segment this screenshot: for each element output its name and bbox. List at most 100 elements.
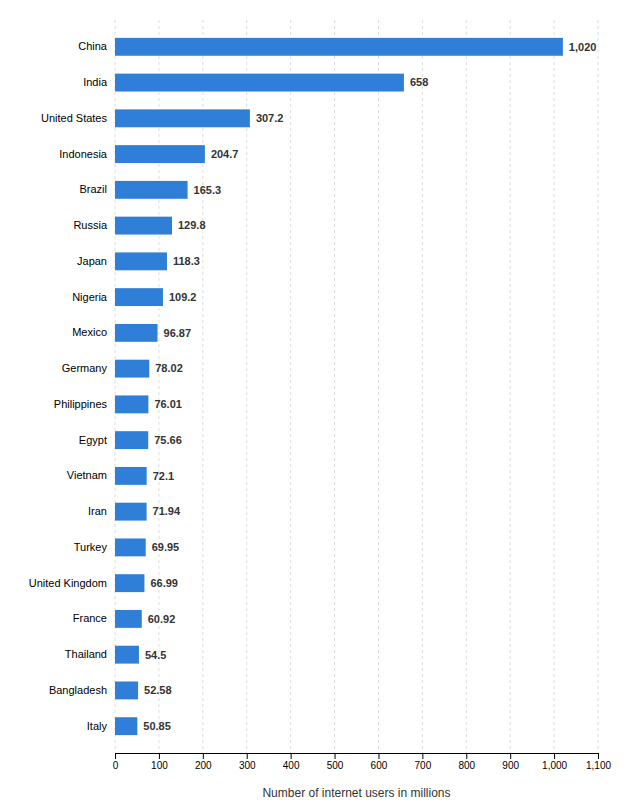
y-tick-label: Italy <box>87 720 108 732</box>
y-tick-label: Egypt <box>79 434 107 446</box>
grid-line <box>246 20 247 753</box>
y-tick-label: Japan <box>77 255 107 267</box>
data-label: 204.7 <box>211 148 239 160</box>
y-tick-label: Indonesia <box>59 148 108 160</box>
data-label: 129.8 <box>178 219 206 231</box>
x-tick: 500 <box>327 753 344 771</box>
plot: 01002003004005006007008009001,0001,100It… <box>29 20 612 771</box>
grid-line <box>378 20 379 753</box>
data-label: 165.3 <box>194 184 222 196</box>
data-label: 78.02 <box>155 362 183 374</box>
y-tick: Nigeria <box>72 291 108 303</box>
y-tick-label: France <box>73 612 107 624</box>
y-tick: Indonesia <box>59 148 108 160</box>
y-tick: Brazil <box>79 183 107 195</box>
x-tick-mark <box>554 753 555 759</box>
bars <box>115 38 563 735</box>
y-tick-label: Nigeria <box>72 291 108 303</box>
grid-line <box>158 20 159 753</box>
y-tick-label: United States <box>41 112 108 124</box>
data-label: 76.01 <box>154 398 182 410</box>
data-label: 658 <box>410 76 428 88</box>
y-tick-label: Iran <box>88 505 107 517</box>
x-axis-line <box>116 754 599 760</box>
grid-line <box>115 20 116 753</box>
x-tick: 700 <box>415 753 432 771</box>
data-label: 307.2 <box>256 112 284 124</box>
bar <box>115 324 158 342</box>
x-tick-label: 600 <box>371 760 388 771</box>
x-tick: 300 <box>239 753 256 771</box>
data-label: 118.3 <box>173 255 200 267</box>
y-tick-label: Germany <box>62 362 108 374</box>
data-label: 72.1 <box>153 470 174 482</box>
x-tick-label: 0 <box>113 760 119 771</box>
x-tick-label: 100 <box>151 760 168 771</box>
grid-line <box>202 20 203 753</box>
x-tick: 900 <box>502 753 519 771</box>
y-tick: Mexico <box>72 326 107 338</box>
x-tick-mark <box>247 753 248 759</box>
y-tick-label: Turkey <box>74 541 108 553</box>
bar <box>115 610 142 628</box>
x-tick-label: 1,100 <box>586 760 611 771</box>
x-tick: 400 <box>283 753 300 771</box>
x-tick-label: 700 <box>415 760 432 771</box>
x-tick-mark <box>510 753 511 759</box>
y-tick: Thailand <box>65 648 107 660</box>
x-axis-title: Number of internet users in millions <box>262 786 450 800</box>
y-tick-label: Mexico <box>72 326 107 338</box>
bar <box>115 181 188 199</box>
data-label: 71.94 <box>153 505 181 517</box>
bar <box>115 646 139 664</box>
grid-line <box>510 20 511 753</box>
x-tick-mark <box>159 753 160 759</box>
grid-line <box>466 20 467 753</box>
chart-svg: 01002003004005006007008009001,0001,100It… <box>0 0 638 811</box>
data-label: 52.58 <box>144 684 172 696</box>
x-tick-label: 900 <box>502 760 519 771</box>
x-tick-mark <box>598 753 599 759</box>
y-tick: France <box>73 612 107 624</box>
y-tick: Egypt <box>79 434 107 446</box>
data-label: 69.95 <box>152 541 180 553</box>
grid-line <box>422 20 423 753</box>
x-axis: 01002003004005006007008009001,0001,100 <box>113 753 612 771</box>
y-tick-label: Philippines <box>54 398 108 410</box>
data-label: 54.5 <box>145 649 166 661</box>
x-tick: 800 <box>458 753 475 771</box>
x-tick-label: 800 <box>458 760 475 771</box>
data-label: 75.66 <box>154 434 182 446</box>
x-tick-mark <box>466 753 467 759</box>
bar <box>115 574 144 592</box>
y-tick: Philippines <box>54 398 108 410</box>
y-tick-label: Thailand <box>65 648 107 660</box>
y-tick: China <box>78 40 108 52</box>
x-tick: 1,100 <box>586 753 611 771</box>
y-tick-label: China <box>78 40 108 52</box>
bar <box>115 252 167 270</box>
x-tick-label: 400 <box>283 760 300 771</box>
x-tick-mark <box>378 753 379 759</box>
y-tick: Iran <box>88 505 107 517</box>
data-label: 60.92 <box>148 613 176 625</box>
y-tick-label: Bangladesh <box>49 684 107 696</box>
grid-line <box>334 20 335 753</box>
y-tick: India <box>83 76 108 88</box>
chart-container: 01002003004005006007008009001,0001,100It… <box>0 0 638 811</box>
x-tick-mark <box>203 753 204 759</box>
x-tick-label: 200 <box>195 760 212 771</box>
x-tick-mark <box>422 753 423 759</box>
y-tick: Germany <box>62 362 108 374</box>
bar <box>115 538 146 556</box>
bar <box>115 109 250 127</box>
bar <box>115 717 137 735</box>
bar <box>115 217 172 235</box>
bar <box>115 467 147 485</box>
x-tick: 200 <box>195 753 212 771</box>
data-labels: 50.8552.5854.560.9266.9969.9571.9472.175… <box>143 41 596 732</box>
y-tick-label: United Kingdom <box>29 577 107 589</box>
y-tick: Russia <box>73 219 108 231</box>
bar <box>115 74 404 92</box>
data-label: 96.87 <box>164 327 192 339</box>
